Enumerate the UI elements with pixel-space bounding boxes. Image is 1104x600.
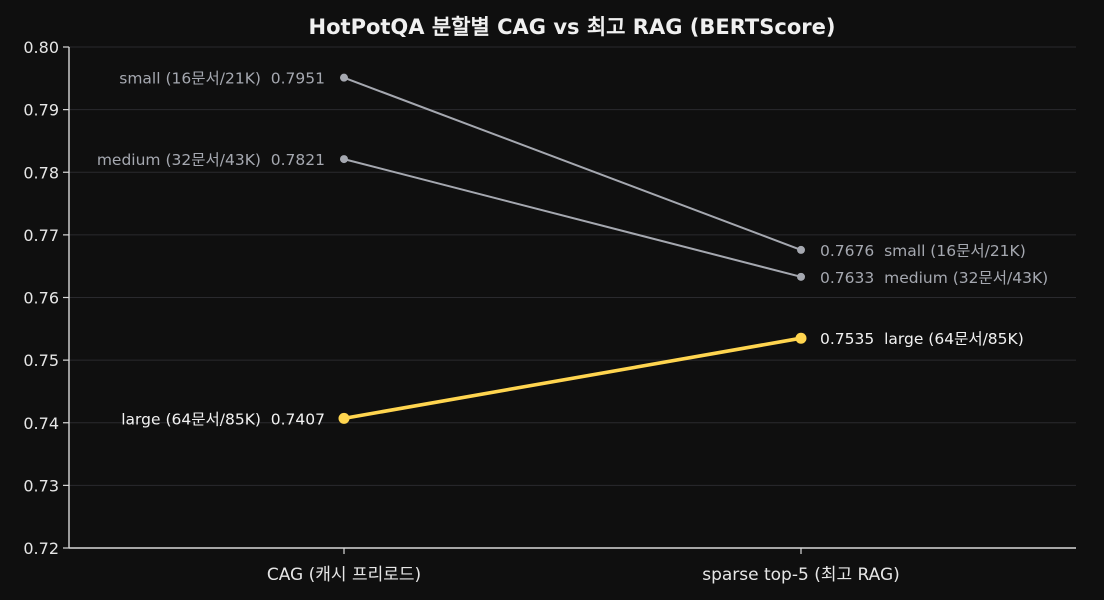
series-line xyxy=(343,76,802,251)
y-tick-label: 0.74 xyxy=(23,414,59,433)
y-tick-label: 0.72 xyxy=(23,539,59,558)
y-tick-label: 0.73 xyxy=(23,476,59,495)
y-tick-label: 0.77 xyxy=(23,226,59,245)
series: small (16문서/21K) 0.7951 0.7676 small (16문… xyxy=(97,70,1048,429)
x-tick-label: CAG (캐시 프리로드) xyxy=(267,565,421,585)
y-tick-label: 0.75 xyxy=(23,351,59,370)
x-axis-ticks: CAG (캐시 프리로드) sparse top-5 (최고 RAG) xyxy=(267,548,900,585)
data-point xyxy=(338,412,350,424)
data-label: small (16문서/21K) 0.7951 xyxy=(119,70,325,88)
data-label: medium (32문서/43K) 0.7821 xyxy=(97,151,325,169)
chart-title: HotPotQA 분할별 CAG vs 최고 RAG (BERTScore) xyxy=(309,15,836,39)
data-label: 0.7676 small (16문서/21K) xyxy=(820,242,1026,260)
y-tick-label: 0.79 xyxy=(23,101,59,120)
data-label: large (64문서/85K) 0.7407 xyxy=(121,410,325,428)
data-point xyxy=(797,272,805,281)
x-tick-label: sparse top-5 (최고 RAG) xyxy=(702,565,900,585)
y-tick-label: 0.78 xyxy=(23,163,59,182)
series-line xyxy=(342,336,803,421)
data-point xyxy=(797,245,805,254)
data-point xyxy=(340,155,348,164)
data-label: 0.7633 medium (32문서/43K) xyxy=(820,269,1048,287)
data-point xyxy=(340,73,348,82)
grid xyxy=(69,46,1076,486)
y-axis-ticks: 0.72 0.73 0.74 0.75 0.76 0.77 0.78 0.79 0.80 xyxy=(23,38,69,558)
series-line xyxy=(343,158,802,278)
y-tick-label: 0.80 xyxy=(23,38,59,57)
data-point xyxy=(795,332,807,344)
y-tick-label: 0.76 xyxy=(23,289,59,308)
data-label: 0.7535 large (64문서/85K) xyxy=(820,330,1024,348)
